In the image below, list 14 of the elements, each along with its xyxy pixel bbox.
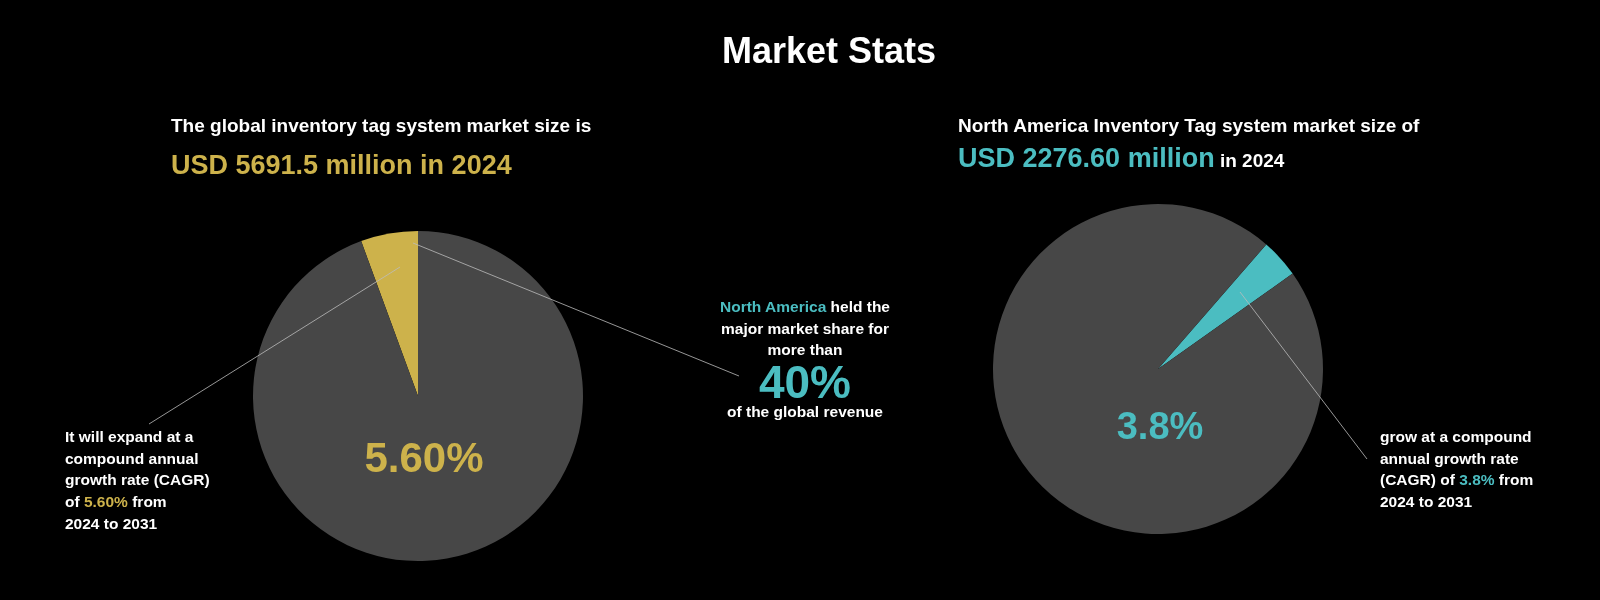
pie-slice (1158, 244, 1293, 369)
chart-subtitle: USD 2276.60 million in 2024 (958, 143, 1285, 173)
chart-subtitle: USD 5691.5 million in 2024 (171, 150, 512, 180)
chart-title: North America Inventory Tag system market size of (958, 115, 1421, 136)
text: grow at a compound annual growth rate (CAGR) of 3.8% from 2024 to 2031 (1380, 428, 1534, 511)
text: North America held the major market share for more than 40% of the global revenue (720, 298, 890, 421)
chart-title: The global inventory tag system market size is (171, 115, 592, 136)
pie-slice (993, 204, 1323, 534)
text: Market Stats (721, 30, 937, 71)
text: It will expand at a compound annual growth rate (CAGR) of 5.60% from 2024 to 2031 (65, 428, 210, 532)
text: 3.8% (1116, 405, 1204, 447)
text: 5.60% (364, 434, 484, 481)
pie-slice (361, 231, 418, 396)
pie-slice (253, 231, 583, 561)
